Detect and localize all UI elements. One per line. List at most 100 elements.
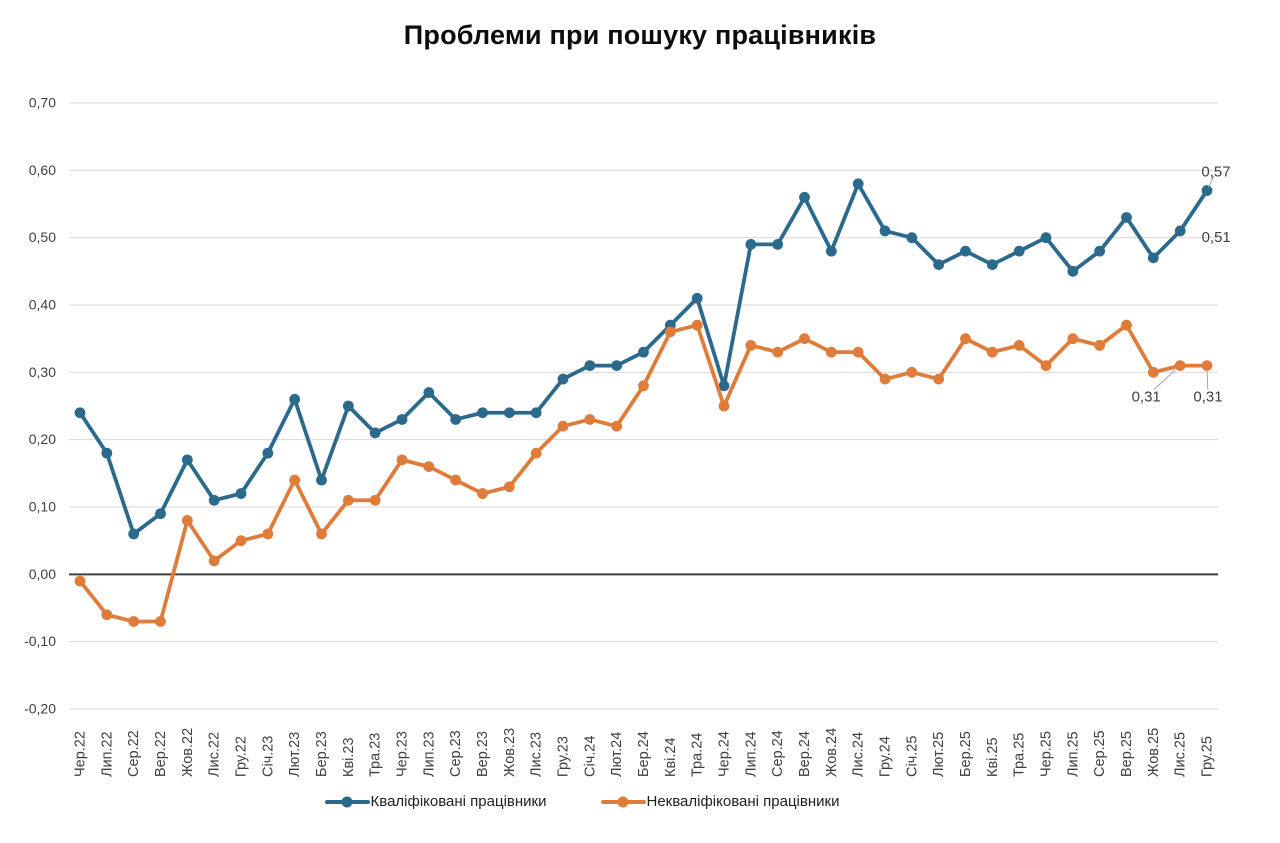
legend-line-dot-marker-icon [324,795,370,808]
data-point-marker-0 [557,373,569,385]
legend-item-label: Некваліфіковані працівники [646,793,840,810]
data-point-marker-1 [450,474,462,486]
data-point-marker-0 [825,245,837,257]
data-point-marker-0 [799,191,810,203]
x-tick-label: Гру.24 [877,736,893,777]
data-point-marker-0 [745,239,757,250]
legend-item-label: Кваліфіковані працівники [370,793,547,810]
x-tick-label: Січ.25 [904,736,920,777]
data-point-marker-1 [960,333,971,345]
data-point-marker-1 [1121,319,1132,331]
data-point-marker-1 [155,616,166,627]
data-point-marker-1 [530,447,542,459]
data-point-marker-0 [1121,212,1132,223]
data-point-marker-0 [181,454,193,466]
data-point-marker-1 [342,494,354,506]
data-point-marker-1 [1147,366,1159,378]
data-point-marker-1 [986,346,998,358]
data-point-marker-1 [1174,360,1186,371]
data-point-marker-1 [799,333,810,345]
data-point-marker-0 [638,346,649,358]
data-point-marker-1 [369,494,381,506]
x-tick-label: Жов.23 [502,728,518,777]
data-point-marker-1 [181,515,193,526]
y-tick-label: -0,20 [24,701,56,717]
data-point-marker-1 [825,346,837,358]
data-point-marker-0 [101,447,113,459]
data-point-marker-0 [369,427,381,439]
legend-item-qualified-workers: Кваліфіковані працівники [324,793,547,810]
data-point-marker-1 [906,366,918,378]
x-tick-label: Гру.23 [555,736,571,777]
x-tick-label: Гру.25 [1199,736,1215,777]
chart-legend: Кваліфіковані працівники Некваліфіковані… [0,793,1222,810]
data-point-marker-0 [1040,232,1052,244]
data-point-marker-1 [745,340,757,351]
x-tick-label: Вер.24 [797,731,813,777]
leader-line [1207,175,1215,188]
y-tick-label: 0,20 [29,431,56,447]
y-tick-label: 0,00 [29,566,56,582]
leader-line [1153,369,1176,391]
x-tick-label: Чер.23 [394,731,410,777]
data-label: 0,57 [1201,164,1230,181]
data-point-marker-0 [530,407,542,419]
data-point-marker-1 [691,319,703,331]
data-point-marker-0 [342,400,354,412]
data-point-marker-1 [423,461,435,472]
data-point-marker-1 [772,346,784,358]
data-label: 0,31 [1132,389,1161,406]
y-tick-label: 0,40 [29,297,56,313]
x-tick-label: Лют.23 [287,732,303,777]
data-point-marker-1 [933,373,945,385]
data-point-marker-1 [262,528,274,540]
x-tick-label: Чер.22 [73,731,89,777]
data-point-marker-0 [1067,265,1079,277]
x-tick-label: Лис.25 [1173,732,1189,777]
data-point-marker-1 [584,414,596,425]
x-tick-label: Січ.23 [260,736,276,777]
data-point-marker-0 [503,407,515,419]
data-point-marker-0 [235,488,247,499]
data-point-marker-0 [74,407,86,419]
x-tick-label: Тра.25 [1012,733,1028,777]
data-point-marker-1 [1067,333,1079,345]
data-point-marker-1 [1040,360,1052,371]
data-point-marker-0 [1094,245,1106,257]
data-point-marker-0 [289,393,301,405]
data-point-marker-1 [611,420,623,432]
x-tick-label: Гру.22 [233,736,249,777]
x-tick-label: Сер.24 [770,730,786,777]
data-point-marker-0 [933,259,945,270]
x-tick-label: Лип.24 [743,731,759,777]
data-point-marker-1 [477,488,488,499]
data-point-marker-0 [1147,252,1159,264]
data-label: 0,31 [1193,389,1222,406]
x-tick-label: Кві.25 [985,737,1001,777]
x-tick-label: Бер.24 [636,731,652,777]
data-point-marker-0 [852,178,864,190]
chart-title: Проблеми при пошуку працівників [403,20,877,50]
data-point-marker-0 [155,508,166,520]
data-point-marker-0 [208,494,220,506]
data-point-marker-1 [503,481,515,493]
data-point-marker-0 [450,414,462,425]
data-point-marker-0 [960,245,971,257]
data-point-marker-1 [128,616,140,627]
y-tick-label: 0,60 [29,162,56,178]
data-point-marker-1 [879,373,891,385]
x-tick-label: Сер.23 [448,730,464,777]
series-line-1 [78,323,1209,624]
x-tick-label: Кві.24 [663,737,679,777]
data-point-marker-0 [1201,185,1213,196]
x-tick-label: Жов.24 [824,728,840,777]
legend-item-unqualified-workers: Некваліфіковані працівники [600,793,840,810]
data-point-marker-1 [1013,340,1025,351]
data-label: 0,51 [1202,229,1231,246]
x-tick-label: Жов.22 [180,728,196,777]
y-tick-label: -0,10 [24,633,56,649]
data-point-marker-0 [1174,225,1186,237]
x-tick-label: Бер.25 [958,731,974,777]
x-tick-label: Лис.23 [529,732,545,777]
x-tick-label: Чер.24 [716,731,732,777]
